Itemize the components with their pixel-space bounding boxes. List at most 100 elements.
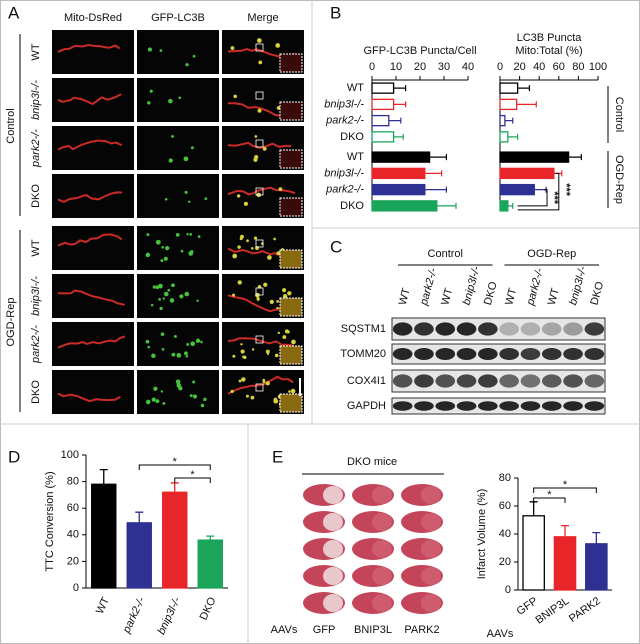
y-tick-label: DKO (340, 131, 364, 143)
roi-box (255, 239, 264, 248)
blot-band (563, 401, 583, 411)
x-tick-label: 40 (462, 61, 474, 73)
lc3-puncta (276, 299, 280, 303)
lc3-puncta (251, 348, 255, 351)
significance: * (173, 456, 178, 468)
lc3-puncta (169, 298, 175, 303)
lc3-puncta (192, 394, 198, 399)
row-label: park2-/- (30, 129, 42, 168)
y-tick-label: park2-/- (325, 184, 364, 196)
lc3-puncta (197, 235, 201, 238)
significance: * (547, 489, 552, 501)
blot-band (541, 348, 562, 360)
mito-signal (227, 141, 292, 149)
lc3-puncta (163, 256, 168, 261)
lc3-puncta (282, 335, 287, 339)
micrograph (137, 126, 219, 170)
blot-label: SQSTM1 (341, 323, 386, 335)
roi-box (255, 335, 264, 344)
lc3-puncta (265, 381, 270, 386)
lc3-puncta (188, 251, 194, 256)
group-label: Control (428, 248, 463, 260)
y-tick-label: 80 (67, 476, 79, 488)
row-label: WT (30, 43, 42, 60)
lc3-puncta (284, 329, 289, 334)
blot-band (541, 374, 562, 388)
roi-box (255, 43, 264, 52)
lc3-puncta (168, 98, 173, 104)
lc3-puncta (288, 390, 291, 393)
blot-band (435, 401, 456, 411)
lc3-puncta (150, 303, 154, 307)
lc3-puncta (277, 331, 280, 335)
y-tick-label: bnip3l-/- (324, 98, 364, 110)
bar (499, 183, 535, 196)
lc3-puncta (189, 233, 193, 236)
lc3-puncta (236, 194, 241, 198)
roi-box (255, 91, 264, 100)
panel-label: A (8, 3, 20, 22)
lc3-puncta (185, 354, 189, 358)
mito-signal (57, 392, 121, 403)
sig-bracket (138, 464, 211, 470)
lc3-puncta (160, 259, 164, 263)
error-bar (393, 133, 404, 140)
blot-band (499, 374, 519, 388)
error-bar (424, 170, 443, 177)
blot-band (478, 348, 498, 360)
micrograph (137, 174, 219, 218)
blot-band (435, 322, 456, 336)
inset (279, 393, 303, 413)
lc3-puncta (241, 377, 246, 382)
lc3-puncta (274, 353, 279, 358)
micrograph (137, 370, 219, 414)
lc3-puncta (164, 197, 168, 201)
lc3-puncta (276, 251, 281, 256)
error-bar (561, 524, 569, 537)
y-tick-label: 20 (67, 555, 79, 567)
blot-band (499, 322, 519, 336)
lc3-puncta (246, 239, 249, 243)
brain-hemisphere (372, 486, 392, 504)
significance: * (190, 469, 195, 481)
lc3-puncta (240, 234, 244, 239)
lc3-puncta (196, 299, 199, 302)
blot-band (584, 374, 605, 388)
mito-signal (57, 335, 126, 349)
roi-box (255, 383, 264, 392)
lc3-puncta (251, 246, 254, 250)
lc3-puncta (159, 306, 163, 311)
lc3-puncta (151, 353, 156, 359)
bar (197, 539, 223, 589)
mito-signal (57, 233, 123, 247)
blot-band (499, 401, 519, 411)
lc3-puncta (237, 245, 241, 249)
error-bar (507, 202, 514, 209)
panel-label: C (330, 237, 342, 256)
lc3-puncta (152, 285, 156, 289)
chart-title: LC3B Puncta (517, 32, 583, 44)
lc3-puncta (290, 388, 296, 394)
brain-hemisphere (323, 513, 343, 531)
lc3-puncta (158, 298, 161, 301)
blot-band (414, 348, 434, 360)
blot-band (541, 401, 562, 411)
lc3-puncta (269, 299, 274, 304)
mito-signal (57, 93, 122, 106)
bar (371, 151, 431, 163)
row-label: DKO (30, 184, 42, 208)
lc3-puncta (180, 249, 184, 253)
lc3-puncta (146, 233, 150, 237)
lc3-puncta (167, 288, 171, 292)
lc3-puncta (204, 197, 208, 201)
lc3-puncta (155, 285, 160, 290)
significance: *** (548, 191, 560, 205)
mito-signal (57, 139, 123, 151)
group-label: Control (613, 97, 625, 132)
bar (371, 98, 395, 111)
lc3-puncta (262, 146, 267, 151)
micrograph (137, 30, 219, 74)
lc3-puncta (173, 334, 177, 338)
y-tick-label: 20 (499, 556, 511, 568)
lc3-puncta (151, 397, 156, 402)
